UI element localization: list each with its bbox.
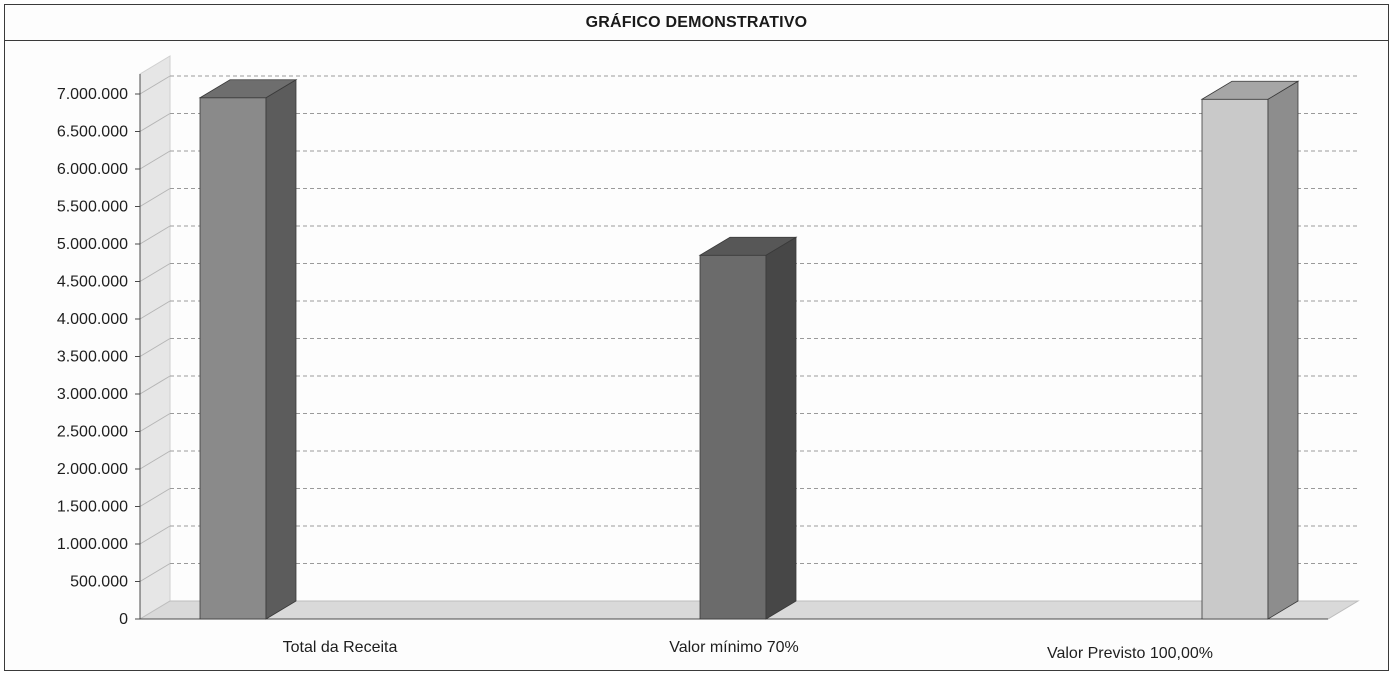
bar (198, 79, 298, 620)
category-label: Valor mínimo 70% (669, 639, 799, 656)
bars (198, 79, 1300, 620)
gridlines (139, 75, 1358, 582)
gridline-side (139, 263, 171, 282)
category-label: Valor Previsto 100,00% (1047, 645, 1213, 662)
y-tick-label: 4.000.000 (57, 311, 128, 328)
gridline-side (139, 488, 171, 507)
gridline-side (139, 75, 171, 95)
bar-side (1267, 80, 1299, 620)
bar-front (699, 254, 767, 620)
gridline-side (139, 338, 171, 357)
bar (698, 236, 798, 620)
y-tick-label: 2.000.000 (57, 461, 128, 478)
gridline-side (139, 525, 171, 545)
y-tick-label: 1.500.000 (57, 499, 128, 516)
y-tick-label: 5.500.000 (57, 199, 128, 216)
chart-title: GRÁFICO DEMONSTRATIVO (5, 5, 1388, 41)
gridline-side (139, 225, 171, 245)
y-tick-label: 3.500.000 (57, 349, 128, 366)
y-tick-label: 5.000.000 (57, 236, 128, 253)
y-axis: 0 500.000 1.000.000 1.500.000 2.000.000 2.500… (57, 74, 141, 628)
y-tick-label: 7.000.000 (57, 86, 128, 103)
y-tick-label: 500.000 (70, 574, 128, 591)
gridline-side (139, 563, 171, 582)
bar (1200, 80, 1300, 620)
y-tick-label: 0 (119, 611, 128, 628)
bar-front (1201, 98, 1269, 620)
gridline-side (139, 300, 171, 320)
bar-side (765, 236, 797, 620)
gridline-side (139, 113, 171, 132)
gridline-side (139, 413, 171, 432)
y-tick-label: 3.000.000 (57, 386, 128, 403)
category-labels: Total da Receita Valor mínimo 70% Valor Pr… (283, 639, 1213, 662)
bar-side (265, 79, 297, 620)
y-tick-label: 2.500.000 (57, 424, 128, 441)
gridline-side (139, 450, 171, 470)
gridline-side (139, 188, 171, 207)
bar-top (198, 79, 298, 99)
bar-top (1200, 80, 1300, 100)
bar-front (199, 97, 267, 620)
gridline-side (139, 150, 171, 170)
y-tick-label: 6.000.000 (57, 161, 128, 178)
category-label: Total da Receita (283, 639, 398, 656)
y-tick-label: 6.500.000 (57, 124, 128, 141)
gridline-side (139, 375, 171, 395)
y-tick-label: 1.000.000 (57, 536, 128, 553)
bar-top (698, 236, 798, 256)
y-tick-label: 4.500.000 (57, 274, 128, 291)
